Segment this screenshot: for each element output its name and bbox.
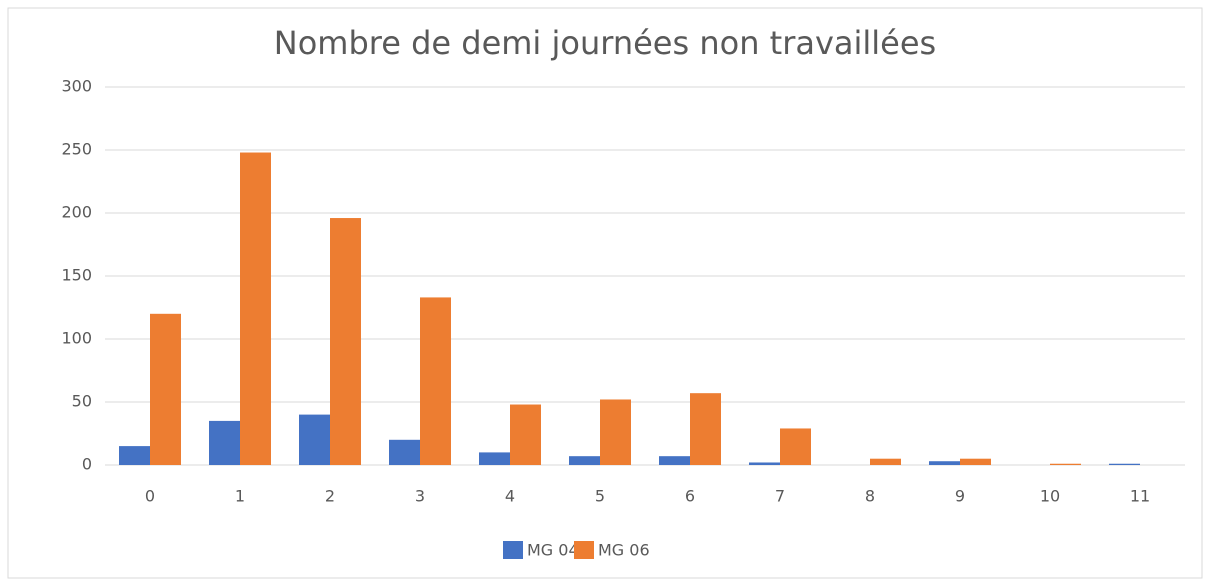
- y-tick-label: 250: [61, 140, 92, 159]
- bar: [1109, 463, 1140, 465]
- bar: [479, 452, 510, 465]
- bar: [119, 446, 150, 465]
- x-tick-label: 7: [775, 487, 785, 506]
- bar: [600, 399, 631, 465]
- x-tick-label: 11: [1130, 487, 1150, 506]
- y-tick-label: 200: [61, 203, 92, 222]
- bar: [659, 456, 690, 465]
- legend-label: MG 04: [527, 541, 579, 560]
- y-tick-label: 100: [61, 329, 92, 348]
- bar: [960, 458, 991, 465]
- bar: [299, 414, 330, 465]
- chart-title: Nombre de demi journées non travaillées: [274, 24, 936, 62]
- bar: [870, 458, 901, 465]
- bar: [209, 420, 240, 465]
- x-tick-label: 8: [865, 487, 875, 506]
- chart-frame: [7, 7, 1203, 579]
- x-tick-label: 10: [1040, 487, 1060, 506]
- x-tick-label: 0: [145, 487, 155, 506]
- bar: [780, 428, 811, 465]
- legend-swatch: [503, 541, 523, 559]
- x-tick-label: 2: [325, 487, 335, 506]
- bar: [330, 218, 361, 465]
- bar: [569, 456, 600, 465]
- bar: [150, 313, 181, 465]
- bar: [389, 439, 420, 465]
- bar: [1050, 463, 1081, 465]
- x-tick-label: 4: [505, 487, 515, 506]
- bar: [240, 152, 271, 465]
- bar: [510, 404, 541, 465]
- bar: [929, 461, 960, 465]
- bar: [749, 462, 780, 465]
- bar: [420, 297, 451, 465]
- y-tick-label: 150: [61, 266, 92, 285]
- x-tick-label: 5: [595, 487, 605, 506]
- x-tick-label: 6: [685, 487, 695, 506]
- y-tick-label: 0: [82, 455, 92, 474]
- legend-swatch: [574, 541, 594, 559]
- x-tick-label: 9: [955, 487, 965, 506]
- x-tick-label: 3: [415, 487, 425, 506]
- y-tick-label: 50: [72, 392, 92, 411]
- legend-label: MG 06: [598, 541, 650, 560]
- y-tick-label: 300: [61, 77, 92, 96]
- x-tick-label: 1: [235, 487, 245, 506]
- bar: [690, 393, 721, 465]
